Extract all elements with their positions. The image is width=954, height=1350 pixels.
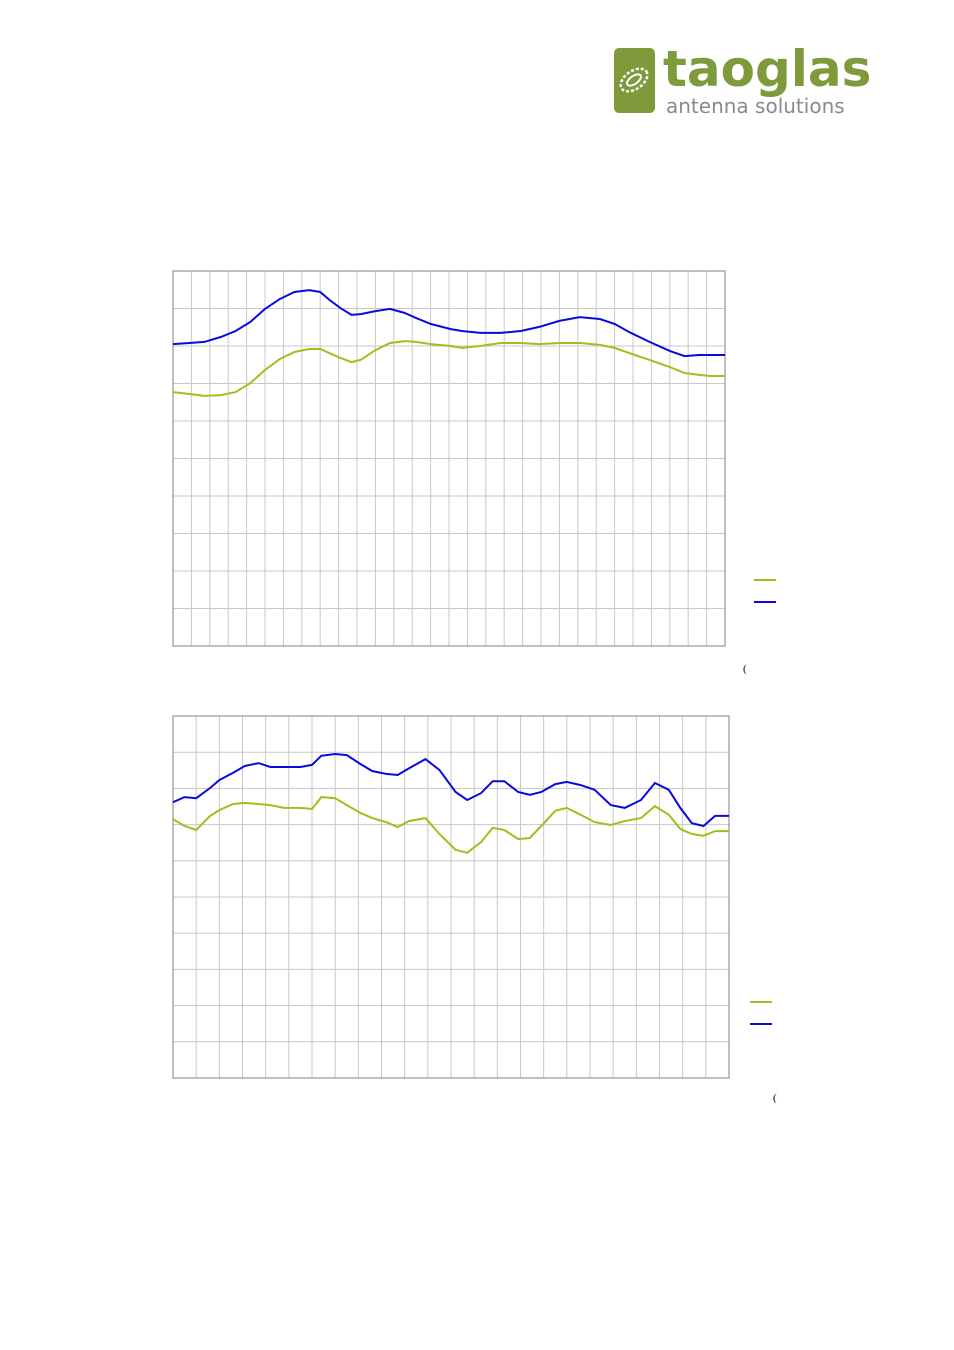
- data-line: [172, 340, 725, 397]
- x-axis-label: (: [773, 1092, 777, 1104]
- data-line: [172, 796, 729, 854]
- logo-icon: [614, 48, 655, 113]
- plot-frame: [172, 270, 726, 647]
- logo-swirl: [626, 73, 642, 87]
- logo: taoglas antenna solutions: [614, 40, 871, 118]
- x-axis-label: (: [743, 663, 747, 675]
- plot-frame: [172, 715, 730, 1079]
- logo-tagline: antenna solutions: [666, 94, 845, 118]
- logo-name: taoglas: [663, 40, 871, 98]
- logo-swirl: [619, 67, 649, 93]
- data-line: [172, 289, 725, 358]
- data-line: [172, 752, 729, 828]
